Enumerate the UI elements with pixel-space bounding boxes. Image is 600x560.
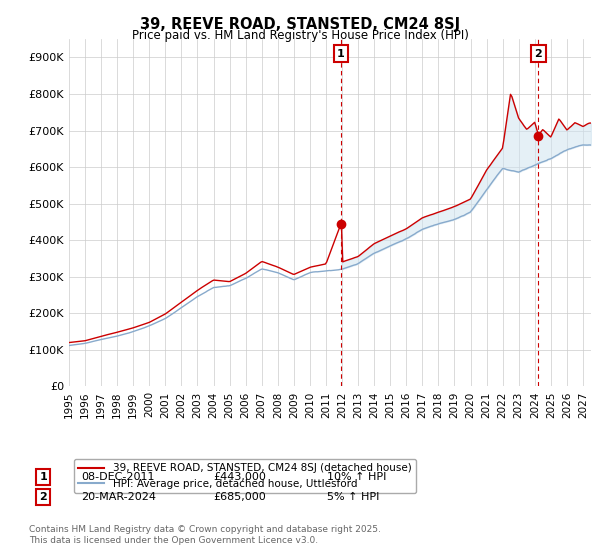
Text: 39, REEVE ROAD, STANSTED, CM24 8SJ: 39, REEVE ROAD, STANSTED, CM24 8SJ [140, 17, 460, 32]
Text: 1: 1 [337, 49, 344, 59]
Legend: 39, REEVE ROAD, STANSTED, CM24 8SJ (detached house), HPI: Average price, detache: 39, REEVE ROAD, STANSTED, CM24 8SJ (deta… [74, 459, 416, 493]
Text: 08-DEC-2011: 08-DEC-2011 [81, 472, 155, 482]
Text: £685,000: £685,000 [213, 492, 266, 502]
Text: £443,000: £443,000 [213, 472, 266, 482]
Text: 2: 2 [40, 492, 47, 502]
Text: 5% ↑ HPI: 5% ↑ HPI [327, 492, 379, 502]
Text: Price paid vs. HM Land Registry's House Price Index (HPI): Price paid vs. HM Land Registry's House … [131, 29, 469, 42]
Text: Contains HM Land Registry data © Crown copyright and database right 2025.
This d: Contains HM Land Registry data © Crown c… [29, 525, 380, 545]
Text: 1: 1 [40, 472, 47, 482]
Text: 20-MAR-2024: 20-MAR-2024 [81, 492, 156, 502]
Text: 2: 2 [535, 49, 542, 59]
Text: 10% ↑ HPI: 10% ↑ HPI [327, 472, 386, 482]
